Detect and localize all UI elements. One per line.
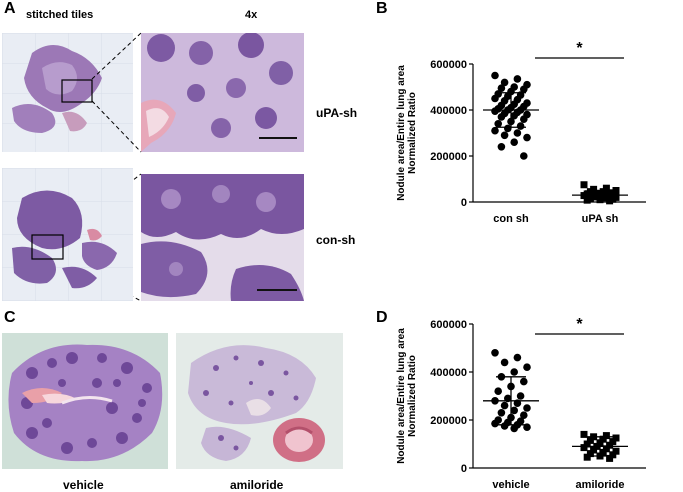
data-point bbox=[580, 430, 588, 438]
data-point bbox=[602, 432, 610, 440]
y-tick-label: 600000 bbox=[430, 319, 467, 331]
data-point bbox=[586, 450, 594, 458]
significance-star: * bbox=[576, 40, 583, 57]
panel-d-letter: D bbox=[376, 309, 388, 326]
data-point bbox=[500, 131, 509, 140]
data-point bbox=[510, 424, 518, 433]
stitched-lung-image-uPA bbox=[2, 33, 133, 152]
data-point bbox=[612, 447, 620, 455]
y-tick-label: 0 bbox=[461, 197, 467, 209]
data-point bbox=[491, 107, 499, 115]
data-point bbox=[491, 94, 499, 103]
data-point bbox=[516, 122, 525, 130]
data-point bbox=[497, 143, 506, 151]
data-point bbox=[520, 152, 528, 160]
data-point bbox=[612, 434, 620, 442]
data-point bbox=[510, 138, 518, 146]
data-point bbox=[520, 411, 528, 419]
data-point bbox=[606, 197, 614, 205]
lung-image-vehicle bbox=[2, 333, 168, 469]
significance-star: * bbox=[576, 316, 583, 333]
image-label-amiloride: amiloride bbox=[230, 478, 284, 492]
panel-b-letter: B bbox=[376, 0, 388, 17]
data-point bbox=[609, 438, 617, 446]
image-label-vehicle: vehicle bbox=[63, 478, 104, 492]
data-point bbox=[504, 124, 512, 133]
row-label-uPA-sh: uPA-sh bbox=[316, 106, 358, 120]
data-point bbox=[520, 377, 528, 386]
data-point bbox=[583, 440, 591, 448]
y-tick-label: 200000 bbox=[430, 151, 467, 163]
data-point bbox=[510, 406, 518, 415]
data-point bbox=[500, 422, 509, 430]
data-point bbox=[602, 445, 610, 453]
y-axis-label: Normalized Ratio bbox=[407, 355, 418, 437]
data-point bbox=[580, 444, 588, 452]
data-point bbox=[497, 113, 506, 121]
stitched-tiles-header: stitched tiles bbox=[26, 9, 94, 21]
y-tick-label: 0 bbox=[461, 463, 467, 475]
scatter-plot-b: 0 200000 400000 600000 Nodule area/Entire lu… bbox=[396, 40, 646, 225]
y-tick-label: 400000 bbox=[430, 105, 467, 117]
data-point bbox=[491, 126, 499, 135]
data-point bbox=[520, 85, 528, 94]
y-tick-label: 200000 bbox=[430, 415, 467, 427]
data-point bbox=[494, 120, 502, 128]
data-point bbox=[523, 133, 531, 142]
data-point bbox=[590, 446, 598, 454]
y-axis-label: Nodule area/Entire lung area bbox=[396, 65, 407, 201]
data-point bbox=[510, 111, 518, 120]
magnified-lung-image-uPA bbox=[141, 33, 304, 152]
data-point bbox=[491, 71, 499, 80]
data-point bbox=[516, 392, 525, 400]
data-point bbox=[497, 84, 506, 92]
data-point bbox=[609, 451, 617, 459]
data-point bbox=[491, 419, 499, 428]
data-point bbox=[513, 353, 522, 362]
data-point bbox=[513, 129, 522, 137]
stitched-lung-image-con bbox=[2, 168, 133, 301]
x-category-label: con sh bbox=[493, 213, 529, 225]
scatter-plot-d: 0 200000 400000 600000 Nodule area/Entire lu… bbox=[396, 316, 646, 491]
data-point bbox=[606, 454, 614, 462]
x-category-label: vehicle bbox=[492, 479, 529, 491]
data-point bbox=[606, 441, 614, 449]
data-point bbox=[599, 448, 607, 456]
y-axis-label: Normalized Ratio bbox=[407, 92, 418, 174]
data-point bbox=[523, 404, 531, 412]
y-axis-label: Nodule area/Entire lung area bbox=[396, 328, 407, 464]
magnification-header: 4x bbox=[245, 9, 258, 21]
lung-image-amiloride bbox=[176, 333, 343, 469]
data-point bbox=[583, 196, 591, 204]
data-point bbox=[523, 363, 531, 371]
data-point bbox=[494, 387, 502, 395]
data-point bbox=[513, 75, 522, 83]
data-point bbox=[497, 409, 506, 417]
data-point bbox=[586, 436, 594, 444]
magnified-lung-image-con bbox=[141, 174, 304, 301]
scale-bar bbox=[257, 289, 297, 291]
data-point bbox=[500, 358, 509, 367]
scale-bar bbox=[259, 137, 297, 139]
data-point bbox=[500, 78, 509, 87]
panel-c-letter: C bbox=[4, 309, 16, 326]
panel-a-letter: A bbox=[4, 0, 16, 17]
data-point bbox=[580, 181, 588, 189]
data-point bbox=[510, 368, 518, 376]
x-category-label: uPA sh bbox=[582, 213, 619, 225]
row-label-con-sh: con-sh bbox=[316, 233, 356, 247]
data-point bbox=[599, 435, 607, 443]
data-point bbox=[491, 349, 499, 357]
y-tick-label: 400000 bbox=[430, 367, 467, 379]
x-category-label: amiloride bbox=[576, 479, 625, 491]
data-point bbox=[520, 115, 528, 123]
data-point bbox=[500, 401, 509, 410]
data-point bbox=[583, 453, 591, 461]
y-tick-label: 600000 bbox=[430, 59, 467, 71]
